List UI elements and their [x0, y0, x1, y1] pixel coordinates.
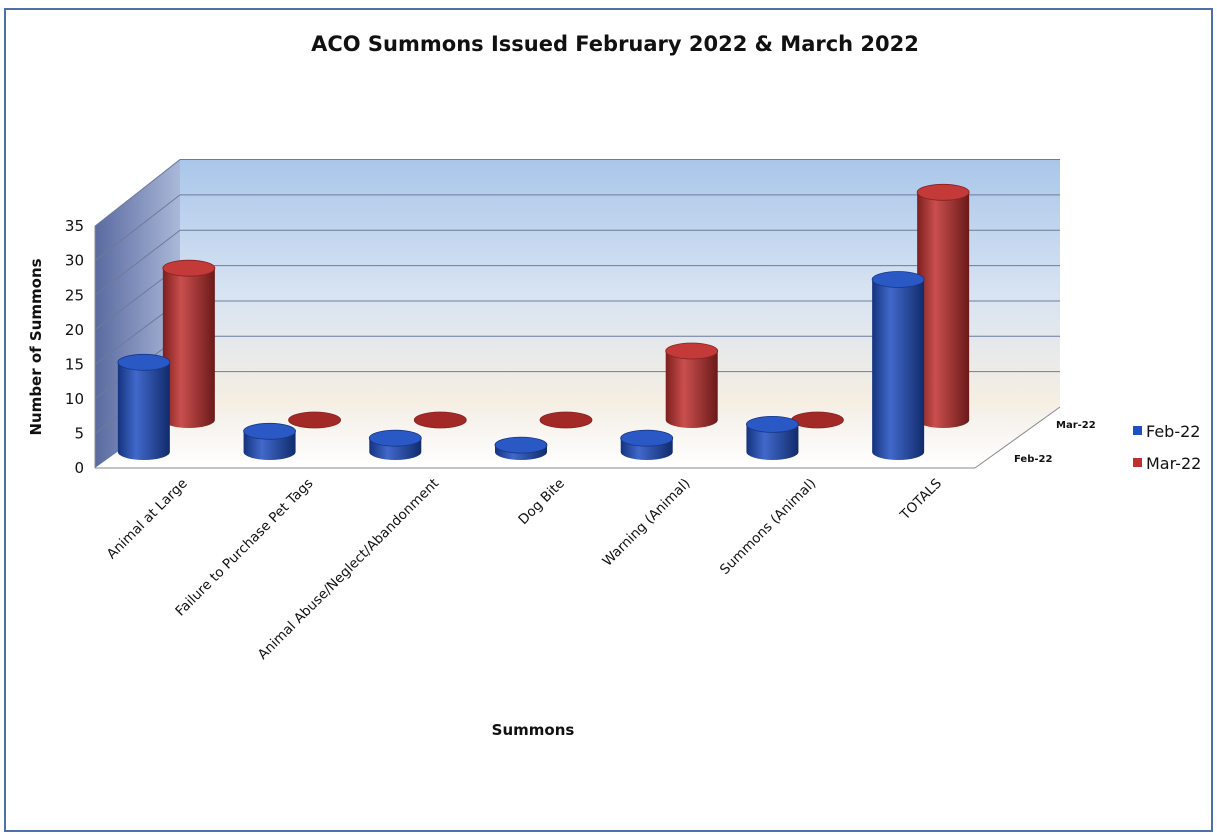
bar-top	[621, 430, 673, 446]
depth-label-feb: Feb-22	[1014, 454, 1052, 465]
bar-body	[666, 351, 718, 428]
legend-swatch-mar	[1133, 458, 1142, 467]
x-axis-title: Summons	[492, 721, 575, 739]
bar-top	[872, 272, 924, 288]
y-tick-label: 25	[65, 286, 84, 304]
bar-top	[917, 184, 969, 200]
category-label: Animal at Large	[104, 476, 191, 563]
bar-feb-22-6	[746, 416, 798, 460]
bar-top	[244, 423, 296, 439]
category-label: Warning (Animal)	[599, 476, 693, 570]
category-label: Dog Bite	[515, 476, 567, 528]
bar-feb-22-2	[244, 423, 296, 460]
legend-swatch-feb	[1133, 426, 1142, 435]
bar-top	[746, 416, 798, 432]
bar-mar-22-6	[791, 412, 843, 428]
bar-top	[163, 260, 215, 276]
bar-top	[540, 412, 592, 428]
bar-feb-22-5	[621, 430, 673, 460]
bar-top	[369, 430, 421, 446]
bar-mar-22-2	[289, 412, 341, 428]
y-tick-label: 30	[65, 252, 84, 270]
bar-top	[495, 437, 547, 453]
bar-top	[289, 412, 341, 428]
bar-feb-22-1	[118, 354, 170, 460]
y-tick-label: 0	[74, 459, 84, 477]
bar-mar-22-4	[540, 412, 592, 428]
bar-top	[791, 412, 843, 428]
depth-label-mar: Mar-22	[1056, 420, 1096, 431]
bar-top	[666, 343, 718, 359]
bar-mar-22-7	[917, 184, 969, 428]
y-tick-label: 10	[65, 390, 84, 408]
bar-mar-22-3	[414, 412, 466, 428]
bar-feb-22-7	[872, 272, 924, 461]
bar-body	[163, 268, 215, 428]
bar-mar-22-1	[163, 260, 215, 428]
y-tick-labels: 0 5 10 15 20 25 30 35	[65, 217, 84, 477]
y-axis-title: Number of Summons	[27, 258, 45, 435]
y-tick-label: 5	[74, 424, 84, 442]
bar-feb-22-4	[495, 437, 547, 460]
bar-top	[414, 412, 466, 428]
bar-top	[118, 354, 170, 370]
bar-feb-22-3	[369, 430, 421, 460]
y-tick-label: 20	[65, 321, 84, 339]
legend-label-mar: Mar-22	[1146, 454, 1201, 473]
bar-body	[872, 280, 924, 461]
y-tick-label: 35	[65, 217, 84, 235]
legend-label-feb: Feb-22	[1146, 422, 1200, 441]
category-label: Summons (Animal)	[717, 476, 819, 578]
bar-mar-22-5	[666, 343, 718, 428]
chart-title: ACO Summons Issued February 2022 & March…	[311, 32, 919, 56]
category-label: TOTALS	[897, 476, 945, 524]
y-tick-label: 15	[65, 355, 84, 373]
bar-body	[917, 192, 969, 428]
bar-body	[118, 362, 170, 460]
legend: Feb-22 Mar-22	[1133, 422, 1201, 473]
category-label: Failure to Purchase Pet Tags	[172, 476, 316, 620]
